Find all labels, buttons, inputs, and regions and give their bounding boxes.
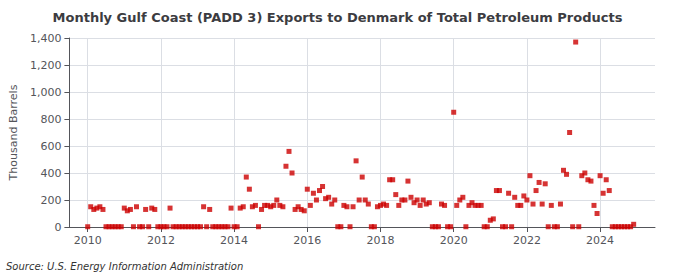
svg-text:2016: 2016 — [293, 234, 321, 247]
svg-text:Thousand Barrels: Thousand Barrels — [7, 84, 20, 181]
svg-text:400: 400 — [40, 167, 61, 180]
svg-text:2024: 2024 — [586, 234, 614, 247]
svg-text:1,200: 1,200 — [30, 59, 62, 72]
svg-text:200: 200 — [40, 194, 61, 207]
svg-text:0: 0 — [54, 221, 61, 234]
svg-text:800: 800 — [40, 113, 61, 126]
svg-text:Source: U.S. Energy Informatio: Source: U.S. Energy Information Administ… — [6, 261, 243, 272]
svg-text:2018: 2018 — [366, 234, 394, 247]
svg-text:600: 600 — [40, 140, 61, 153]
svg-text:2022: 2022 — [513, 234, 541, 247]
svg-text:2010: 2010 — [74, 234, 102, 247]
svg-text:2020: 2020 — [440, 234, 468, 247]
svg-text:2014: 2014 — [220, 234, 248, 247]
svg-text:2012: 2012 — [147, 234, 175, 247]
svg-text:1,400: 1,400 — [30, 32, 62, 45]
svg-text:1,000: 1,000 — [30, 86, 62, 99]
svg-text:Monthly Gulf Coast (PADD 3) Ex: Monthly Gulf Coast (PADD 3) Exports to D… — [53, 10, 623, 25]
